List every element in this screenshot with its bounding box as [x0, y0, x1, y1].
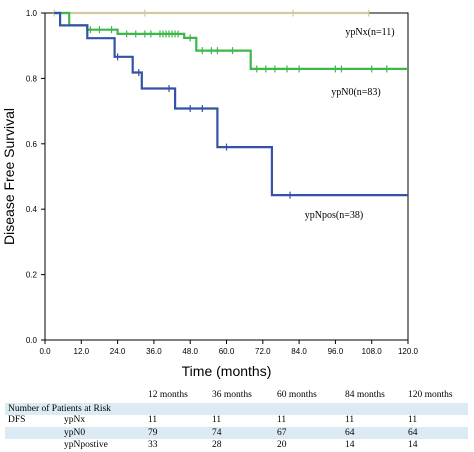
- y-axis-title: Disease Free Survival: [1, 108, 17, 245]
- risk-header-84: 84 months: [345, 390, 385, 400]
- x-tick-label: 72.0: [255, 347, 271, 356]
- labels-layer: Time (months) Disease Free Survival ypNx(n…: [1, 27, 395, 379]
- risk-cell: 33: [148, 440, 158, 450]
- series-line: [54, 11, 408, 70]
- series-0: [53, 9, 370, 17]
- series-label: ypNpos(n=38): [305, 210, 363, 221]
- risk-cell: 28: [212, 440, 222, 450]
- risk-cell: 74: [212, 428, 222, 438]
- risk-header-120: 120 months: [408, 390, 453, 400]
- risk-cell: 14: [408, 440, 418, 450]
- risk-cell: 79: [148, 428, 158, 438]
- series-1: [54, 11, 408, 73]
- risk-cell: 11: [277, 415, 287, 425]
- x-tick-label: 36.0: [146, 347, 162, 356]
- risk-row-label: ypN0: [64, 428, 86, 438]
- series-layer: [53, 9, 408, 199]
- y-tick-label: 0.0: [26, 336, 38, 345]
- x-tick-label: 12.0: [74, 347, 90, 356]
- x-tick-label: 84.0: [291, 347, 307, 356]
- risk-cell: 20: [277, 440, 287, 450]
- risk-cell: 11: [408, 415, 418, 425]
- risk-cell: 11: [148, 415, 158, 425]
- risk-cell: 64: [345, 428, 355, 438]
- series-line: [54, 11, 408, 197]
- risk-group-label: DFS: [8, 415, 26, 425]
- series-label: ypNx(n=11): [345, 27, 394, 38]
- y-tick-label: 0.6: [26, 140, 38, 149]
- risk-table-title: Number of Patients at Risk: [8, 404, 111, 414]
- x-tick-label: 120.0: [398, 347, 419, 356]
- axes: 0.0 12.0 24.0 36.0 48.0 60.0 72.0 84.0 96.0 108.0…: [26, 9, 419, 356]
- risk-row-ypn0: ypN0 79 74 67 64 64: [0, 427, 474, 440]
- x-axis-title: Time (months): [182, 363, 272, 379]
- survival-chart: 0.0 12.0 24.0 36.0 48.0 60.0 72.0 84.0 96.0 108.0…: [1, 9, 419, 379]
- plot-frame: [44, 12, 409, 341]
- risk-row-label: ypNx: [64, 415, 86, 425]
- y-tick-label: 0.2: [26, 271, 38, 280]
- risk-table-band: [5, 403, 468, 415]
- risk-header-36: 36 months: [212, 390, 252, 400]
- risk-row-ypnx: DFS ypNx 11 11 11 11 11: [0, 414, 474, 427]
- risk-table-band: [5, 427, 468, 439]
- risk-cell: 11: [212, 415, 222, 425]
- series-label: ypN0(n=83): [331, 87, 381, 98]
- risk-header-60: 60 months: [277, 390, 317, 400]
- risk-cell: 14: [345, 440, 355, 450]
- risk-row-label: ypNpostive: [64, 440, 108, 450]
- y-tick-label: 1.0: [26, 9, 38, 18]
- x-tick-label: 96.0: [328, 347, 344, 356]
- x-tick-label: 60.0: [219, 347, 235, 356]
- risk-table-header-row: 12 months 36 months 60 months 84 months …: [0, 389, 474, 402]
- risk-cell: 11: [345, 415, 355, 425]
- x-tick-label: 48.0: [182, 347, 198, 356]
- risk-table-title-row: Number of Patients at Risk: [0, 403, 474, 416]
- risk-cell: 64: [408, 428, 418, 438]
- risk-row-ypnpos: ypNpostive 33 28 20 14 14: [0, 439, 474, 452]
- x-tick-label: 24.0: [110, 347, 126, 356]
- x-tick-label: 0.0: [39, 347, 51, 356]
- y-tick-label: 0.4: [26, 205, 38, 214]
- risk-header-12: 12 months: [148, 390, 188, 400]
- series-2: [54, 11, 408, 199]
- y-tick-label: 0.8: [26, 74, 38, 83]
- risk-cell: 67: [277, 428, 287, 438]
- x-tick-label: 108.0: [362, 347, 383, 356]
